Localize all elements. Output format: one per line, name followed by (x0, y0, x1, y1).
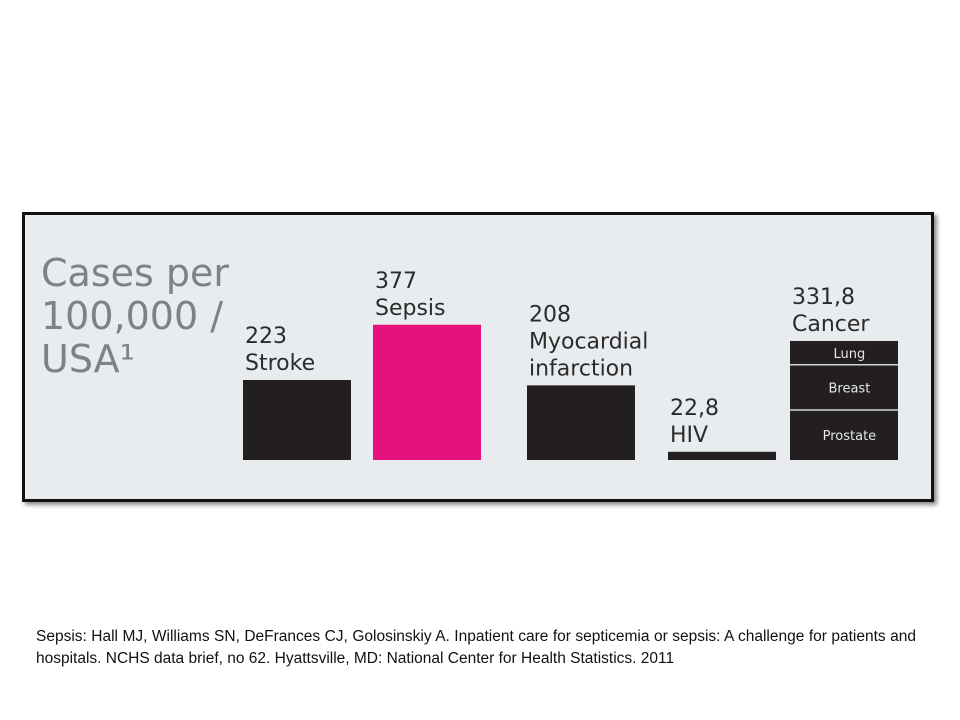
category-label-myocardial-infarction: Myocardial (529, 329, 648, 354)
category-label-myocardial-infarction: infarction (529, 356, 633, 381)
chart-title-line-3: USA¹ (41, 337, 135, 381)
bar-myocardial-infarction (527, 385, 635, 460)
category-label-stroke: Stroke (245, 351, 315, 376)
value-label-hiv: 22,8 (670, 396, 719, 421)
category-label-cancer: Cancer (792, 312, 870, 337)
bar-stroke (243, 380, 351, 460)
value-label-myocardial-infarction: 208 (529, 302, 571, 327)
category-label-hiv: HIV (670, 423, 708, 448)
bar-segment-breast (790, 364, 898, 411)
segment-label-breast: Breast (828, 381, 870, 396)
value-label-sepsis: 377 (375, 269, 417, 294)
citation-text: Sepsis: Hall MJ, Williams SN, DeFrances … (36, 628, 916, 667)
bar-sepsis (373, 324, 481, 460)
category-label-sepsis: Sepsis (375, 296, 446, 321)
segment-label-lung: Lung (834, 347, 866, 362)
value-label-stroke: 223 (245, 324, 287, 349)
bar-segment-prostate (790, 410, 898, 460)
chart-panel: Cases per 100,000 /USA¹ 223 Stroke 377 Sepsis… (22, 212, 934, 502)
chart-title-line-2: 100,000 / (41, 294, 223, 338)
bar-segment-lung (790, 340, 898, 365)
segment-label-prostate: Prostate (823, 429, 877, 444)
bar-hiv (668, 451, 776, 460)
chart-title-line-1: Cases per (41, 251, 229, 295)
value-label-cancer: 331,8 (792, 285, 855, 310)
